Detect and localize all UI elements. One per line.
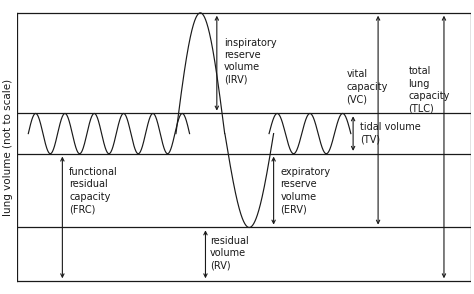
Y-axis label: lung volume (not to scale): lung volume (not to scale)	[3, 78, 13, 216]
Text: total
lung
capacity
(TLC): total lung capacity (TLC)	[409, 66, 450, 113]
Text: expiratory
reserve
volume
(ERV): expiratory reserve volume (ERV)	[281, 167, 330, 214]
Text: residual
volume
(RV): residual volume (RV)	[210, 235, 249, 270]
Text: vital
capacity
(VC): vital capacity (VC)	[346, 69, 388, 104]
Text: inspiratory
reserve
volume
(IRV): inspiratory reserve volume (IRV)	[224, 38, 276, 85]
Text: functional
residual
capacity
(FRC): functional residual capacity (FRC)	[69, 167, 118, 214]
Text: tidal volume
(TV): tidal volume (TV)	[360, 122, 420, 145]
